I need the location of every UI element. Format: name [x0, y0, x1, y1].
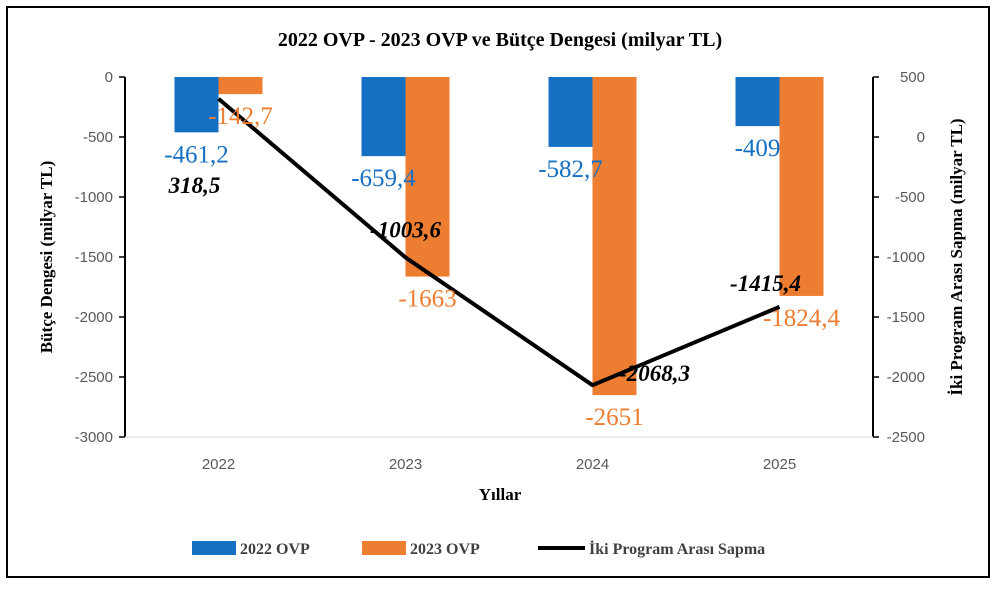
label-deviation-2022: 318,5 [168, 173, 221, 198]
label-2023-ovp-2023: -1663 [398, 286, 456, 313]
y2-tick-label: -1000 [887, 249, 925, 266]
label-2023-ovp-2024: -2651 [585, 404, 643, 431]
bars [174, 77, 824, 396]
legend-swatch-2023-ovp [362, 541, 406, 555]
y2-tick-label: -1500 [887, 309, 925, 326]
label-2022-ovp-2023: -659,4 [351, 165, 416, 192]
y2-tick-label: 0 [917, 129, 925, 146]
bar-2022-ovp-2022 [174, 77, 219, 133]
legend-swatch-2022-ovp [192, 541, 236, 555]
bar-2022-ovp-2024 [548, 77, 593, 147]
label-2023-ovp-2025: -1824,4 [763, 305, 841, 332]
legend-label-deviation: İki Program Arası Sapma [589, 539, 765, 558]
y-tick-label: -3000 [75, 429, 113, 446]
y2-tick-label: -500 [895, 189, 925, 206]
x-tick-label: 2022 [202, 456, 235, 473]
x-tick-label: 2024 [576, 456, 609, 473]
bar-2023-ovp-2023 [405, 77, 450, 277]
bar-2023-ovp-2024 [592, 77, 637, 396]
legend: 2022 OVP 2023 OVP İki Program Arası Sapm… [192, 539, 765, 558]
y-tick-label: 0 [105, 69, 113, 86]
deviation-line-path [217, 97, 781, 388]
bar-2022-ovp-2023 [361, 77, 406, 157]
legend-label-2022-ovp: 2022 OVP [240, 541, 310, 558]
y2-tick-label: -2500 [887, 429, 925, 446]
deviation-line [217, 97, 781, 388]
y-tick-label: -1000 [75, 189, 113, 206]
x-axis: 2022 2023 2024 2025 [202, 456, 796, 473]
y-axis-label: Bütçe Dengesi (milyar TL) [37, 161, 56, 354]
y-axis-right: 500 0 -500 -1000 -1500 -2000 -2500 [873, 69, 925, 446]
label-deviation-2024: -2068,3 [619, 361, 690, 386]
y-tick-label: -2500 [75, 369, 113, 386]
y2-axis-label: İki Program Arası Sapma (milyar TL) [947, 118, 966, 395]
label-2022-ovp-2025: -409 [735, 135, 781, 162]
label-deviation-2025: -1415,4 [730, 271, 801, 296]
bar-2022-ovp-2025 [735, 77, 780, 127]
label-2022-ovp-2024: -582,7 [538, 156, 603, 183]
chart-frame [6, 6, 990, 578]
y-tick-label: -1500 [75, 249, 113, 266]
bar-2023-ovp-2022 [218, 77, 263, 95]
x-axis-label: Yıllar [479, 485, 522, 504]
y2-tick-label: -2000 [887, 369, 925, 386]
x-tick-label: 2025 [763, 456, 796, 473]
chart-title: 2022 OVP - 2023 OVP ve Bütçe Dengesi (mi… [278, 29, 722, 51]
label-deviation-2023: -1003,6 [370, 217, 441, 242]
y-tick-label: -2000 [75, 309, 113, 326]
label-2023-ovp-2022: -142,7 [208, 103, 273, 130]
y-tick-label: -500 [83, 129, 113, 146]
legend-label-2023-ovp: 2023 OVP [410, 541, 480, 558]
label-2022-ovp-2022: -461,2 [164, 141, 229, 168]
y2-tick-label: 500 [900, 69, 925, 86]
data-labels: -461,2 -142,7 -659,4 -1663 -582,7 -2651 -409 -1… [164, 103, 840, 431]
x-tick-label: 2023 [389, 456, 422, 473]
y-axis-left: 0 -500 -1000 -1500 -2000 -2500 -3000 [75, 69, 125, 446]
bar-2023-ovp-2025 [779, 77, 824, 296]
